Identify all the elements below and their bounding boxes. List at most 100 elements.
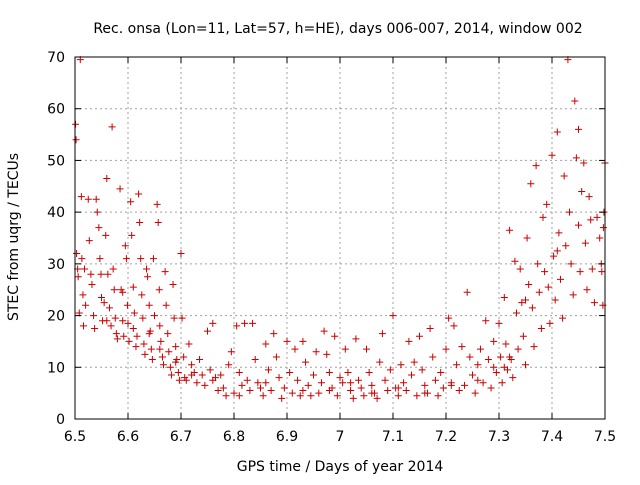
data-point (177, 250, 185, 258)
data-point (119, 317, 127, 325)
data-point (410, 358, 418, 366)
y-tick-label: 10 (47, 360, 65, 376)
data-point (571, 97, 579, 105)
data-point (164, 330, 172, 338)
data-point (196, 356, 204, 364)
data-point (509, 374, 517, 382)
data-point (548, 151, 556, 159)
data-point (111, 314, 119, 322)
data-point (100, 299, 108, 307)
data-point (463, 288, 471, 296)
data-point (233, 322, 241, 330)
data-point (434, 392, 442, 400)
data-point (581, 239, 589, 247)
data-point (355, 376, 363, 384)
data-point (119, 288, 127, 296)
data-point (204, 327, 211, 335)
data-point (122, 255, 130, 263)
data-point (110, 286, 118, 294)
data-point (148, 356, 156, 364)
data-point (73, 250, 81, 258)
data-point (498, 379, 506, 387)
data-point (299, 337, 307, 345)
data-point (251, 356, 259, 364)
data-point (378, 330, 386, 338)
y-tick-label: 60 (47, 102, 65, 118)
data-points (72, 56, 609, 402)
data-point (416, 332, 423, 340)
data-point (590, 299, 598, 307)
data-point (437, 368, 445, 376)
data-point (349, 394, 357, 402)
data-point (523, 234, 531, 242)
data-point (230, 389, 238, 397)
data-point (278, 394, 286, 402)
data-point (418, 366, 426, 374)
data-point (206, 366, 214, 374)
x-tick-label: 7.1 (382, 429, 404, 445)
y-tick-label: 0 (56, 412, 65, 428)
data-point (161, 268, 169, 276)
data-point (512, 309, 520, 317)
x-tick-label: 6.6 (117, 429, 139, 445)
data-point (537, 325, 545, 332)
data-point (172, 358, 180, 366)
data-point (124, 319, 132, 327)
y-tick-label: 70 (47, 50, 65, 66)
data-point (550, 252, 558, 260)
data-point (254, 379, 262, 387)
data-point (139, 314, 147, 322)
data-point (235, 392, 243, 400)
data-point (88, 281, 96, 289)
data-point (109, 265, 117, 273)
data-point (123, 301, 131, 309)
data-point (92, 195, 100, 203)
data-point (235, 368, 243, 376)
data-point (113, 335, 121, 343)
data-point (97, 270, 105, 278)
data-point (534, 260, 542, 268)
data-point (307, 392, 315, 400)
data-point (497, 353, 505, 361)
data-point (492, 368, 500, 376)
data-point (135, 190, 143, 198)
data-point (543, 200, 551, 208)
data-point (291, 345, 299, 353)
data-point (262, 340, 270, 348)
data-point (479, 379, 487, 387)
chart-title: Rec. onsa (Lon=11, Lat=57, h=HE), days 0… (93, 21, 582, 37)
data-point (466, 353, 474, 361)
data-point (421, 381, 429, 389)
data-point (331, 332, 339, 340)
data-point (286, 368, 294, 376)
data-point (413, 392, 421, 400)
data-point (511, 257, 519, 265)
data-point (103, 317, 111, 325)
data-point (339, 379, 347, 387)
data-point (368, 381, 376, 389)
data-point (121, 242, 129, 250)
data-point (381, 376, 389, 384)
data-point (82, 301, 90, 309)
data-point (431, 376, 439, 384)
data-point (219, 384, 227, 392)
data-point (167, 371, 175, 379)
data-point (225, 361, 233, 369)
data-point (402, 387, 410, 395)
data-point (553, 128, 561, 136)
data-point (400, 379, 408, 387)
data-point (147, 345, 155, 353)
data-point (112, 330, 120, 338)
data-point (93, 208, 101, 216)
x-axis-label: GPS time / Days of year 2014 (237, 459, 444, 475)
y-axis-label: STEC from uqrg / TECUs (6, 153, 22, 321)
data-point (267, 387, 275, 395)
data-point (522, 361, 529, 369)
data-point (562, 242, 570, 250)
data-point (482, 317, 490, 325)
data-point (175, 376, 183, 384)
data-point (74, 273, 82, 281)
data-point (495, 319, 503, 327)
